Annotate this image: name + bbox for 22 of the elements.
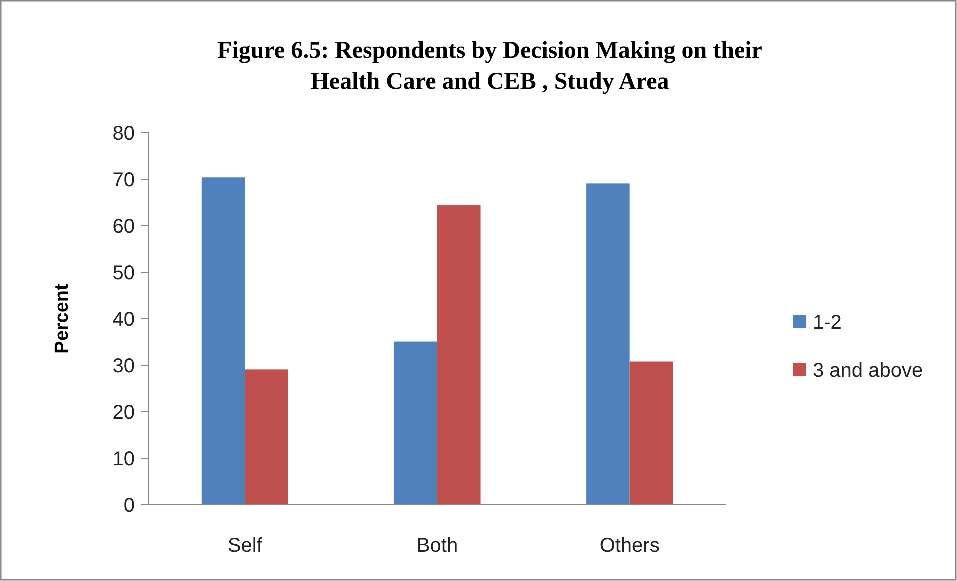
y-tick-label: 60 [112,216,135,238]
legend-label: 1-2 [813,312,842,334]
y-tick-label: 10 [112,448,135,470]
y-tick-label: 30 [112,356,135,378]
y-tick-label: 80 [112,123,135,145]
bar [586,184,630,505]
y-tick-label: 70 [112,170,135,192]
bar [245,370,288,505]
y-tick-label: 20 [112,402,135,424]
x-tick-label: Others [600,535,660,557]
bar [202,178,246,505]
y-tick-label: 50 [112,262,135,284]
y-axis-title: Percent [52,283,73,354]
bar [630,362,674,505]
x-tick-label: Both [416,535,458,557]
bar [394,342,438,505]
legend-label: 3 and above [813,360,924,382]
chart-title: Figure 6.5: Respondents by Decision Making on their Health Care and CEB , Study Area [218,38,763,95]
bar [438,206,481,505]
x-tick-label: Self [228,535,263,557]
y-tick-label: 0 [124,495,135,517]
y-tick-label: 40 [112,309,135,331]
